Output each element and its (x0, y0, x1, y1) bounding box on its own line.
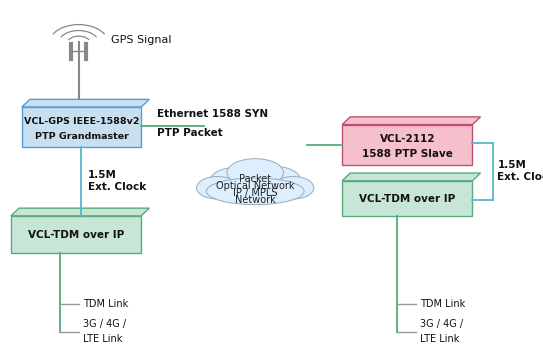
Text: TDM Link: TDM Link (83, 299, 129, 309)
Text: 3G / 4G /: 3G / 4G / (420, 319, 463, 329)
Ellipse shape (206, 178, 304, 205)
FancyBboxPatch shape (11, 216, 141, 253)
Polygon shape (11, 208, 149, 216)
Text: PTP Packet: PTP Packet (157, 128, 223, 138)
Ellipse shape (197, 177, 238, 199)
Polygon shape (342, 117, 481, 125)
Text: 3G / 4G /: 3G / 4G / (83, 319, 127, 329)
Text: PTP Grandmaster: PTP Grandmaster (35, 132, 128, 141)
Text: Ext. Clock: Ext. Clock (88, 182, 146, 192)
Text: IP / MPLS: IP / MPLS (233, 188, 277, 198)
Text: VCL-TDM over IP: VCL-TDM over IP (28, 230, 124, 240)
Text: Ethernet 1588 SYN: Ethernet 1588 SYN (157, 110, 269, 119)
Text: LTE Link: LTE Link (83, 334, 123, 344)
FancyBboxPatch shape (342, 125, 472, 165)
FancyBboxPatch shape (342, 181, 472, 216)
Polygon shape (22, 99, 149, 107)
Ellipse shape (227, 159, 283, 187)
Text: Optical Network: Optical Network (216, 181, 294, 191)
Polygon shape (342, 173, 481, 181)
Text: 1588 PTP Slave: 1588 PTP Slave (362, 149, 453, 159)
Text: 1.5M: 1.5M (497, 160, 526, 170)
FancyBboxPatch shape (22, 107, 141, 147)
Ellipse shape (248, 166, 300, 193)
Text: VCL-GPS IEEE-1588v2: VCL-GPS IEEE-1588v2 (24, 117, 139, 126)
Text: LTE Link: LTE Link (420, 334, 459, 344)
Text: TDM Link: TDM Link (420, 299, 465, 309)
Text: Network: Network (235, 195, 276, 205)
Ellipse shape (273, 177, 314, 199)
Text: VCL-2112: VCL-2112 (380, 134, 435, 144)
Ellipse shape (210, 167, 262, 194)
Text: Ext. Clock: Ext. Clock (497, 172, 543, 182)
Text: Packet: Packet (239, 174, 272, 184)
Text: VCL-TDM over IP: VCL-TDM over IP (359, 194, 456, 204)
Text: GPS Signal: GPS Signal (111, 35, 172, 45)
Text: 1.5M: 1.5M (88, 170, 117, 180)
